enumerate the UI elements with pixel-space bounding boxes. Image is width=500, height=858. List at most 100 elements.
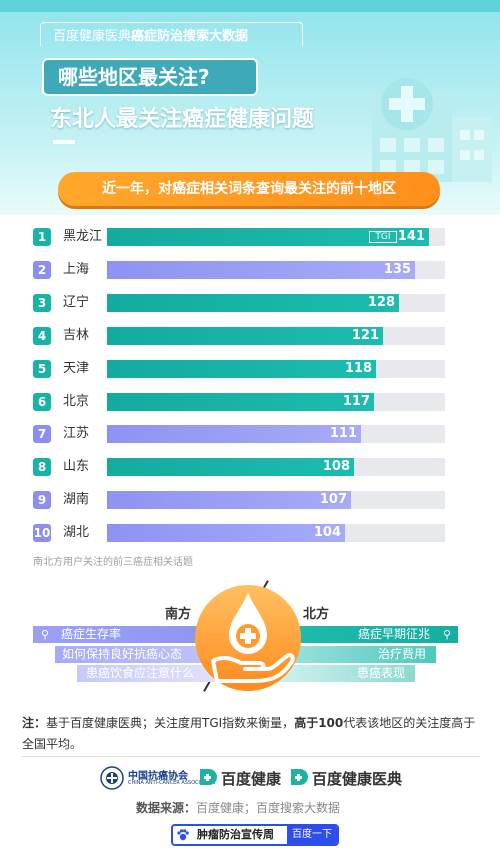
- bar: 135: [107, 261, 415, 279]
- bar-track: 108: [107, 458, 445, 476]
- search-icon: ⚲: [41, 628, 50, 641]
- bar-track: 135: [107, 261, 445, 279]
- bar-value-label: 118: [344, 361, 372, 376]
- supertitle-brand: 百度健康医典: [53, 29, 132, 44]
- bar: 108: [107, 458, 354, 476]
- region-label: 湖北: [63, 525, 90, 540]
- bar: 107: [107, 491, 351, 509]
- bar: 117: [107, 393, 374, 411]
- hospital-icon: [372, 78, 492, 182]
- header-stripe: [0, 0, 500, 12]
- south-topic-2: 如何保持良好抗癌心态: [62, 647, 183, 661]
- south-topic-pill: 如何保持良好抗癌心态: [55, 646, 238, 663]
- supertitle: 百度健康医典癌症防治搜索大数据: [40, 22, 303, 46]
- search-input[interactable]: 肿瘤防治宣传周: [197, 828, 274, 841]
- bar-track: 111: [107, 425, 445, 443]
- baidu-health-dict-icon: [291, 769, 308, 785]
- bar-value-label: 135: [383, 262, 411, 277]
- bar: 141 TGI: [107, 228, 429, 246]
- rank-badge: 5: [33, 360, 51, 378]
- bar-track: 104: [107, 524, 445, 542]
- topics-caption: 南北方用户关注的前三癌症相关话题: [33, 557, 193, 568]
- page-title: 东北人最关注癌症健康问题: [50, 107, 315, 132]
- region-label: 天津: [63, 361, 90, 376]
- rank-badge: 2: [33, 261, 51, 279]
- region-label: 上海: [63, 262, 90, 277]
- tgi-tag: TGI: [369, 231, 397, 243]
- region-label: 江苏: [63, 426, 90, 441]
- south-topic-1: 癌症生存率: [61, 627, 122, 641]
- bar-value-label: 107: [319, 492, 347, 507]
- bar-track: 141 TGI: [107, 228, 445, 246]
- region-label: 黑龙江: [63, 229, 103, 244]
- south-label: 南方: [165, 607, 192, 622]
- north-topic-pill: 癌症早期征兆 ⚲: [262, 626, 458, 643]
- rank-badge: 9: [33, 491, 51, 509]
- baidu-paw-icon: [177, 829, 189, 841]
- bar-value-label: 111: [329, 426, 357, 441]
- partner-logos: 中国抗癌协会 CHINA ANTI-CANCER ASSOCIATION 百度健…: [100, 766, 410, 790]
- title-divider: [53, 140, 75, 144]
- rank-badge: 1: [33, 228, 51, 246]
- south-topic-pill: ⚲ 癌症生存率: [33, 626, 238, 643]
- north-topic-3: 患癌表现: [356, 666, 405, 680]
- bar-track: 121: [107, 327, 445, 345]
- footnote-highlight: 高于100: [294, 716, 344, 730]
- search-box[interactable]: 肿瘤防治宣传周 百度一下: [171, 824, 339, 846]
- bar-value-label: 104: [313, 525, 341, 540]
- baidu-health-dict-name: 百度健康医典: [312, 770, 403, 788]
- footnote-text-1: 基于百度健康医典；关注度用TGI指数来衡量，: [46, 716, 295, 730]
- chart-banner: 近一年，对癌症相关词条查询最关注的前十地区: [58, 172, 440, 206]
- region-label: 湖南: [63, 492, 90, 507]
- bar-track: 118: [107, 360, 445, 378]
- supertitle-topic: 癌症防治搜索大数据: [131, 29, 249, 44]
- source-label: 数据来源：: [136, 801, 197, 815]
- footnote: 注：基于百度健康医典；关注度用TGI指数来衡量，高于100代表该地区的关注度高于…: [22, 713, 480, 755]
- bar: 118: [107, 360, 376, 378]
- bar-value-label: 128: [367, 295, 395, 310]
- bar: 121: [107, 327, 383, 345]
- south-topic-pill: 患癌饮食应注意什么: [77, 665, 238, 682]
- footnote-text-2: 代表该地区的关注度高于全国平均。: [22, 716, 476, 751]
- bar: 111: [107, 425, 361, 443]
- medical-drop-icon: [195, 585, 301, 691]
- bar-value-label: 108: [322, 459, 350, 474]
- search-button[interactable]: 百度一下: [287, 826, 337, 844]
- region-label: 吉林: [63, 328, 90, 343]
- cn-anticancer-name: 中国抗癌协会: [128, 771, 188, 782]
- bar-value-label: 121: [351, 328, 379, 343]
- north-topic-2: 治疗费用: [377, 647, 426, 661]
- north-topic-1: 癌症早期征兆: [357, 627, 430, 641]
- baidu-health-icon: [200, 769, 217, 785]
- rank-badge: 8: [33, 458, 51, 476]
- north-label: 北方: [303, 607, 330, 622]
- anticancer-association-icon: [100, 766, 124, 790]
- region-label: 山东: [63, 459, 90, 474]
- north-topic-pill: 患癌表现: [262, 665, 415, 682]
- bar: 128: [107, 294, 399, 312]
- bar-track: 107: [107, 491, 445, 509]
- rank-badge: 7: [33, 425, 51, 443]
- source-text: 百度健康；百度搜索大数据: [196, 801, 341, 815]
- footnote-prefix: 注：: [22, 716, 47, 730]
- region-label: 北京: [63, 394, 90, 409]
- bar-value-label: 141: [397, 229, 425, 244]
- bar-track: 117: [107, 393, 445, 411]
- divider: [22, 756, 480, 757]
- region-label: 辽宁: [63, 295, 90, 310]
- rank-badge: 3: [33, 294, 51, 312]
- rank-badge: 4: [33, 327, 51, 345]
- rank-badge: 10: [33, 524, 51, 542]
- baidu-health-name: 百度健康: [221, 770, 282, 788]
- bar: 104: [107, 524, 345, 542]
- question-title: 哪些地区最关注?: [42, 58, 258, 96]
- data-source: 数据来源：百度健康；百度搜索大数据: [136, 799, 340, 816]
- south-topic-3: 患癌饮食应注意什么: [86, 666, 195, 680]
- cn-anticancer-name-en: CHINA ANTI-CANCER ASSOCIATION: [128, 780, 216, 786]
- bar-value-label: 117: [342, 394, 370, 409]
- search-icon: ⚲: [442, 628, 451, 641]
- bar-track: 128: [107, 294, 445, 312]
- rank-badge: 6: [33, 393, 51, 411]
- north-topic-pill: 治疗费用: [262, 646, 436, 663]
